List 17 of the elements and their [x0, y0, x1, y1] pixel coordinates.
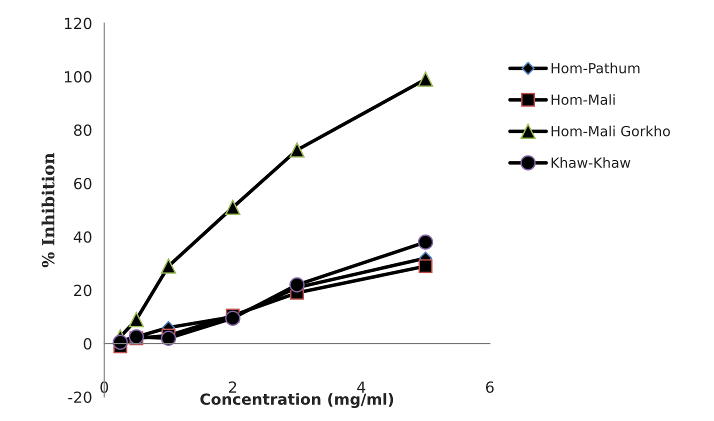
legend-label: Hom-Pathum [552, 62, 640, 74]
y-tick-label: 40 [74, 231, 92, 243]
x-tick-label: 4 [357, 382, 366, 393]
x-tick-label: 6 [486, 381, 494, 393]
y-axis-title: % Inhibition [42, 152, 54, 268]
x-tick-label: 2 [229, 381, 236, 393]
y-tick-label: 20 [74, 284, 92, 296]
y-tick-label: 0 [84, 338, 92, 350]
y-tick-label: -20 [68, 391, 92, 404]
y-tick-label: 120 [64, 18, 92, 30]
y-tick-label: 60 [74, 178, 92, 190]
x-axis-title: Concentration (mg/ml) [200, 393, 394, 408]
legend-label: Hom-Mali [552, 94, 615, 105]
y-tick-label: 80 [74, 124, 92, 136]
legend-label: Khaw-Khaw [552, 157, 630, 168]
y-tick-label: 100 [64, 71, 92, 83]
legend-label: Hom-Mali Gorkho [552, 126, 670, 136]
